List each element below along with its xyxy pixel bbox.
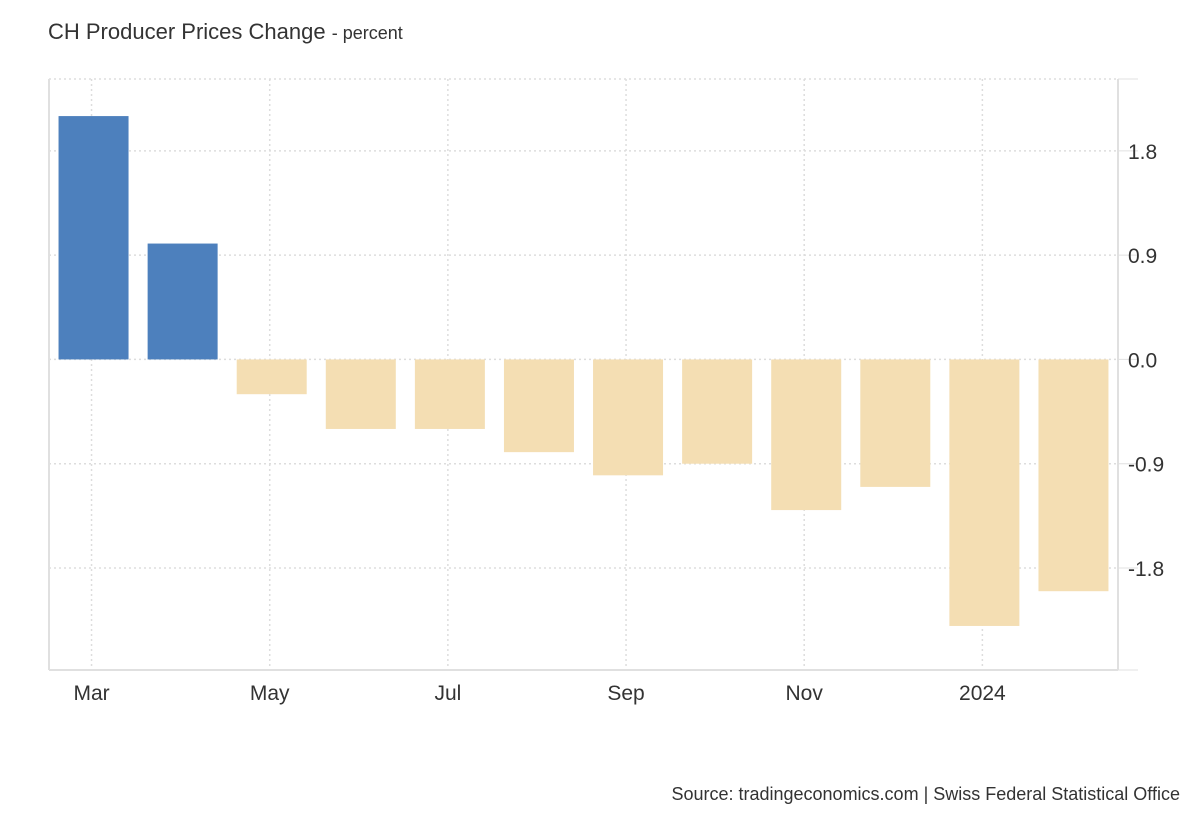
bar	[147, 243, 218, 360]
chart-title: CH Producer Prices Change - percent	[48, 19, 403, 45]
x-tick-label: Nov	[786, 682, 824, 705]
bar	[503, 359, 574, 453]
bar	[236, 359, 307, 395]
bar	[860, 359, 931, 487]
x-tick-label: Mar	[73, 682, 109, 705]
bars	[58, 116, 1109, 626]
bar	[1038, 359, 1109, 592]
bar	[414, 359, 485, 429]
chart-unit-text: percent	[342, 23, 403, 43]
y-axis-labels: 1.8 0.9 0.0 -0.9 -1.8	[1128, 141, 1164, 581]
bar	[771, 359, 842, 511]
y-tick-label: 1.8	[1128, 141, 1157, 164]
x-tick-label: 2024	[959, 682, 1006, 705]
x-axis-labels: Mar May Jul Sep Nov 2024	[73, 682, 1006, 705]
x-tick-label: May	[250, 682, 290, 705]
bar	[949, 359, 1020, 626]
axes	[48, 78, 1138, 671]
x-tick-label: Sep	[607, 682, 644, 705]
bar	[682, 359, 753, 464]
y-tick-label: -0.9	[1128, 454, 1164, 477]
y-tick-label: 0.9	[1128, 245, 1157, 268]
chart-title-text: CH Producer Prices Change	[48, 19, 326, 44]
x-tick-label: Jul	[434, 682, 461, 705]
bar	[58, 116, 129, 360]
bar	[593, 359, 664, 476]
source-note: Source: tradingeconomics.com | Swiss Fed…	[671, 784, 1180, 804]
chart-unit: - percent	[331, 23, 403, 43]
y-tick-label: 0.0	[1128, 349, 1157, 372]
bar	[325, 359, 396, 429]
y-tick-label: -1.8	[1128, 558, 1164, 581]
